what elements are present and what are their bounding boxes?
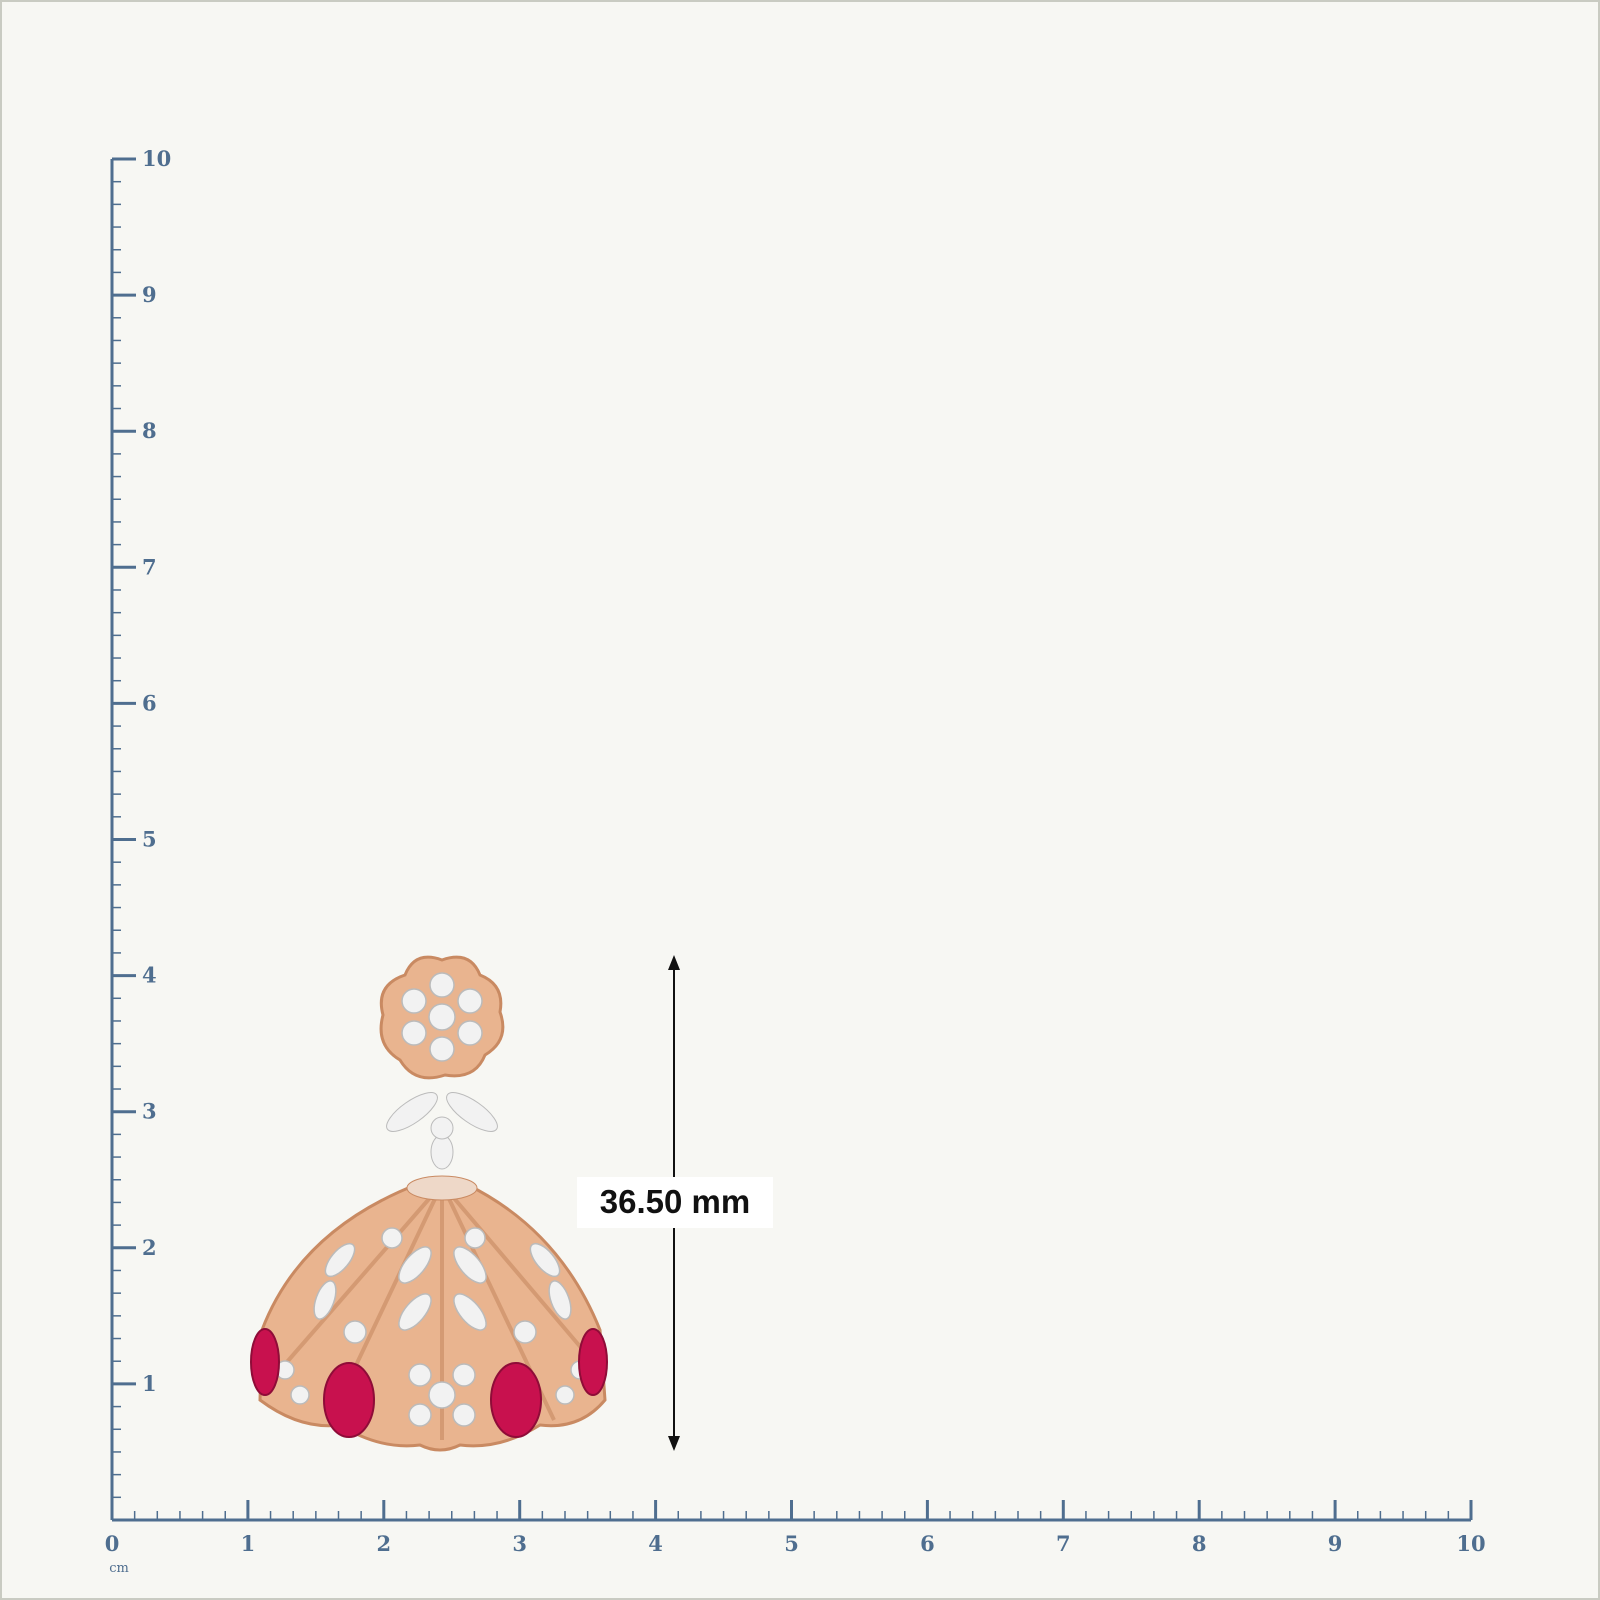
y-tick-label: 2 — [142, 1235, 157, 1260]
x-tick-label: 9 — [1328, 1531, 1343, 1556]
x-tick-label: 4 — [648, 1531, 663, 1556]
x-tick-label: 0 — [105, 1531, 120, 1556]
measurement-label: 36.50 mm — [600, 1183, 750, 1220]
y-tick-label: 5 — [142, 827, 157, 852]
y-tick-label: 6 — [142, 690, 157, 715]
y-tick-label: 3 — [142, 1099, 157, 1124]
unit-label: cm — [109, 1561, 129, 1576]
x-tick-label: 7 — [1056, 1531, 1071, 1556]
ruler: 0 1 1 2 2 3 3 4 4 5 5 6 6 7 7 8 8 9 9 10 10 cm — [105, 146, 1486, 1576]
earring — [250, 955, 608, 1452]
x-tick-label: 8 — [1192, 1531, 1207, 1556]
x-tick-label: 10 — [1456, 1531, 1485, 1556]
measurement-box — [577, 1177, 773, 1228]
y-tick-label: 4 — [142, 963, 157, 988]
y-tick-label: 8 — [142, 418, 157, 443]
x-tick-label: 6 — [920, 1531, 935, 1556]
y-tick-label: 1 — [142, 1371, 157, 1396]
x-tick-label: 5 — [784, 1531, 799, 1556]
x-tick-label: 3 — [512, 1531, 527, 1556]
y-tick-label: 7 — [142, 554, 157, 579]
x-tick-label: 2 — [376, 1531, 391, 1556]
x-tick-label: 1 — [241, 1531, 256, 1556]
y-tick-label: 9 — [142, 282, 157, 307]
y-tick-label: 10 — [142, 146, 171, 171]
